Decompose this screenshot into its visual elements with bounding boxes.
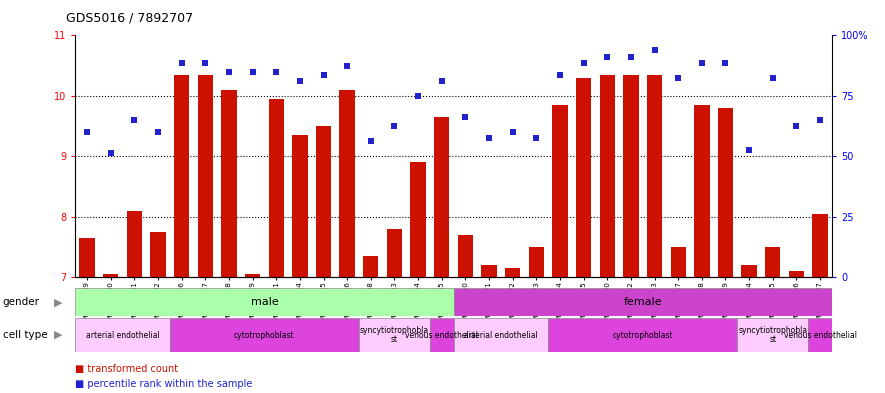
Point <box>719 59 733 66</box>
Bar <box>316 126 331 277</box>
Bar <box>387 229 402 277</box>
Point <box>222 68 236 75</box>
Text: arterial endothelial: arterial endothelial <box>86 331 159 340</box>
Bar <box>599 75 615 277</box>
Bar <box>268 99 284 277</box>
Point <box>576 59 590 66</box>
Bar <box>528 247 544 277</box>
Point <box>269 68 283 75</box>
Point <box>411 93 425 99</box>
Text: female: female <box>623 297 662 307</box>
Text: ■ percentile rank within the sample: ■ percentile rank within the sample <box>75 379 252 389</box>
Point <box>458 114 473 120</box>
Text: gender: gender <box>3 297 40 307</box>
Point <box>340 62 354 69</box>
Point <box>671 75 685 81</box>
Point <box>293 77 307 84</box>
Bar <box>458 235 473 277</box>
Point <box>364 138 378 144</box>
Bar <box>363 256 379 277</box>
Bar <box>197 75 213 277</box>
Bar <box>340 90 355 277</box>
Bar <box>75 318 170 352</box>
Bar <box>671 247 686 277</box>
Bar <box>292 135 308 277</box>
Point <box>529 135 543 141</box>
Bar <box>80 238 95 277</box>
Bar <box>623 75 639 277</box>
Bar <box>812 214 827 277</box>
Point <box>245 68 259 75</box>
Text: male: male <box>250 297 278 307</box>
Text: ▶: ▶ <box>54 297 63 307</box>
Point <box>127 117 142 123</box>
Point <box>482 135 496 141</box>
Bar <box>454 318 548 352</box>
Bar <box>505 268 520 277</box>
Point <box>648 47 662 53</box>
Point <box>600 53 614 60</box>
Text: venous endothelial: venous endothelial <box>405 331 478 340</box>
Point <box>553 72 567 78</box>
Text: ▶: ▶ <box>54 330 63 340</box>
Point <box>388 123 402 129</box>
Point <box>174 59 189 66</box>
Bar <box>647 75 662 277</box>
Point <box>198 59 212 66</box>
Bar <box>103 274 119 277</box>
Bar <box>789 271 804 277</box>
Bar <box>548 318 737 352</box>
Bar <box>694 105 710 277</box>
Point <box>435 77 449 84</box>
Point <box>317 72 331 78</box>
Text: cytotrophoblast: cytotrophoblast <box>234 331 295 340</box>
Bar <box>127 211 142 277</box>
Point <box>742 147 756 153</box>
Text: cell type: cell type <box>3 330 47 340</box>
Bar <box>454 288 832 316</box>
Bar <box>718 108 733 277</box>
Bar <box>742 265 757 277</box>
Text: ■ transformed count: ■ transformed count <box>75 364 179 374</box>
Text: GDS5016 / 7892707: GDS5016 / 7892707 <box>66 12 194 25</box>
Point <box>813 117 827 123</box>
Bar <box>221 90 236 277</box>
Text: venous endothelial: venous endothelial <box>783 331 857 340</box>
Text: syncytiotrophobla
st: syncytiotrophobla st <box>360 326 429 344</box>
Point <box>80 129 94 135</box>
Bar <box>552 105 567 277</box>
Point <box>624 53 638 60</box>
Bar <box>430 318 454 352</box>
Point <box>695 59 709 66</box>
Bar <box>411 162 426 277</box>
Text: cytotrophoblast: cytotrophoblast <box>612 331 673 340</box>
Bar <box>174 75 189 277</box>
Bar <box>434 117 450 277</box>
Text: syncytiotrophobla
st: syncytiotrophobla st <box>738 326 807 344</box>
Point <box>766 75 780 81</box>
Point <box>104 150 118 156</box>
Bar <box>481 265 496 277</box>
Text: arterial endothelial: arterial endothelial <box>464 331 538 340</box>
Bar <box>150 232 165 277</box>
Bar <box>75 288 454 316</box>
Bar <box>576 78 591 277</box>
Bar <box>170 318 359 352</box>
Bar <box>359 318 430 352</box>
Bar <box>766 247 781 277</box>
Point <box>151 129 165 135</box>
Bar <box>737 318 808 352</box>
Point <box>789 123 804 129</box>
Point <box>505 129 519 135</box>
Bar <box>808 318 832 352</box>
Bar <box>245 274 260 277</box>
